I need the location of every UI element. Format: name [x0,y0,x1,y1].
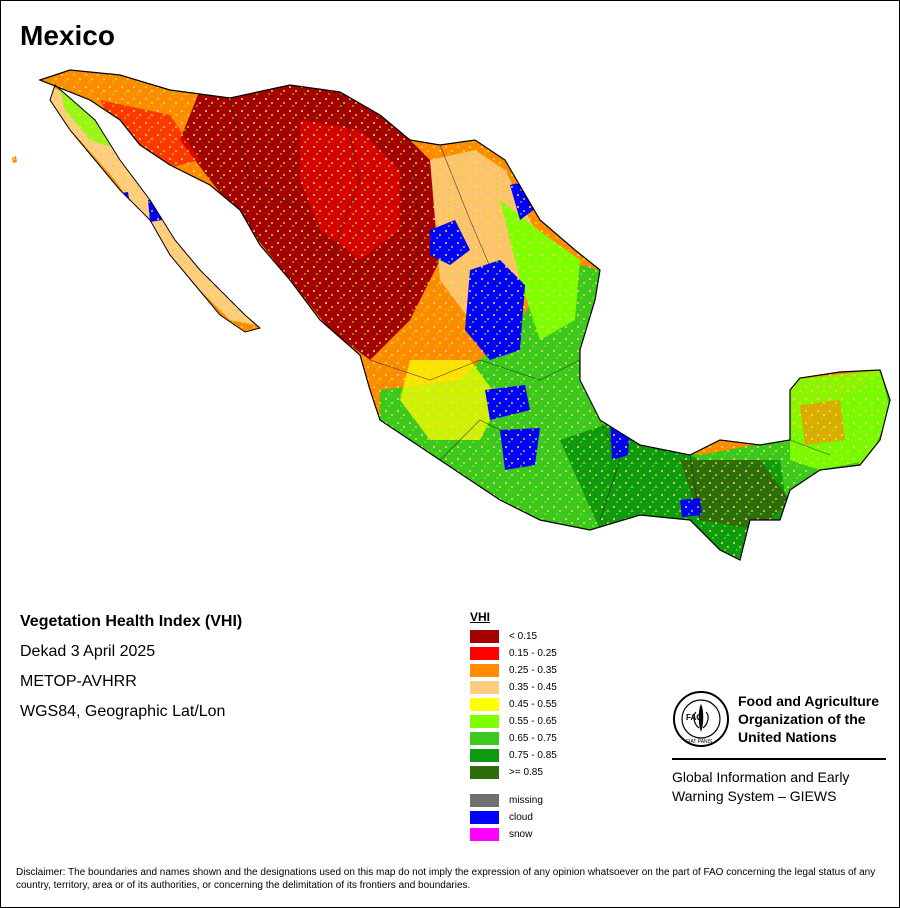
legend-class-swatch [470,647,499,660]
legend-class-item: 0.25 - 0.35 [470,662,557,679]
svg-text:FIAT PANIS: FIAT PANIS [686,739,713,745]
date-label: Dekad 3 April 2025 [20,643,156,660]
projection-label: WGS84, Geographic Lat/Lon [20,703,226,720]
legend-class-item: 0.15 - 0.25 [470,645,557,662]
legend-class-item: < 0.15 [470,628,557,645]
legend-special-label: snow [509,829,533,840]
legend-class-swatch [470,749,499,762]
legend-class-swatch [470,630,499,643]
fao-name-line1: Food and Agriculture [738,693,880,709]
legend-class-item: 0.75 - 0.85 [470,747,557,764]
svg-text:FAO: FAO [686,713,702,722]
legend-class-label: 0.75 - 0.85 [509,750,557,761]
map-info: Vegetation Health Index (VHI) Dekad 3 Ap… [20,613,242,733]
legend-class-item: 0.65 - 0.75 [470,730,557,747]
vhi-legend: VHI < 0.15 0.15 - 0.25 0.25 - 0.35 0.35 - 0… [470,610,557,843]
legend-special-swatch [470,828,499,841]
legend-title: VHI [470,610,491,624]
legend-special-item: snow [470,826,557,843]
fao-logo: FAO FIAT PANIS [673,691,729,747]
legend-special-label: missing [509,795,543,806]
fao-name-line2: Organization of the [738,711,866,727]
fao-block: FAO FIAT PANIS Food and Agriculture Orga… [672,690,888,806]
legend-class-label: 0.55 - 0.65 [509,716,557,727]
legend-class-label: 0.25 - 0.35 [509,665,557,676]
legend-class-item: >= 0.85 [470,764,557,781]
index-name: Vegetation Health Index (VHI) [20,613,243,630]
baja-outline [49,84,262,333]
legend-special-item: cloud [470,809,557,826]
mexico-outline [38,69,891,561]
legend-class-label: >= 0.85 [509,767,543,778]
legend-special-swatch [470,794,499,807]
legend-class-label: < 0.15 [509,631,538,642]
legend-class-swatch [470,715,499,728]
map-title: Mexico [20,20,115,51]
legend-special-item: missing [470,792,557,809]
disclaimer: Disclaimer: The boundaries and names sho… [16,867,876,891]
legend-class-label: 0.65 - 0.75 [509,733,557,744]
legend-class-swatch [470,698,499,711]
legend-class-swatch [470,681,499,694]
giews-line1: Global Information and Early [672,769,850,785]
fao-name-line3: United Nations [738,729,837,745]
fao-divider [672,758,886,760]
legend-class-item: 0.45 - 0.55 [470,696,557,713]
legend-class-label: 0.15 - 0.25 [509,648,557,659]
giews-line2: Warning System – GIEWS [672,788,837,804]
legend-special-swatch [470,811,499,824]
vhi-map [12,69,891,561]
legend-class-swatch [470,664,499,677]
legend-class-item: 0.35 - 0.45 [470,679,557,696]
sensor-label: METOP-AVHRR [20,673,137,690]
legend-class-swatch [470,766,499,779]
legend-class-swatch [470,732,499,745]
legend-class-label: 0.45 - 0.55 [509,699,557,710]
legend-class-label: 0.35 - 0.45 [509,682,557,693]
legend-special-label: cloud [509,812,533,823]
legend-class-item: 0.55 - 0.65 [470,713,557,730]
